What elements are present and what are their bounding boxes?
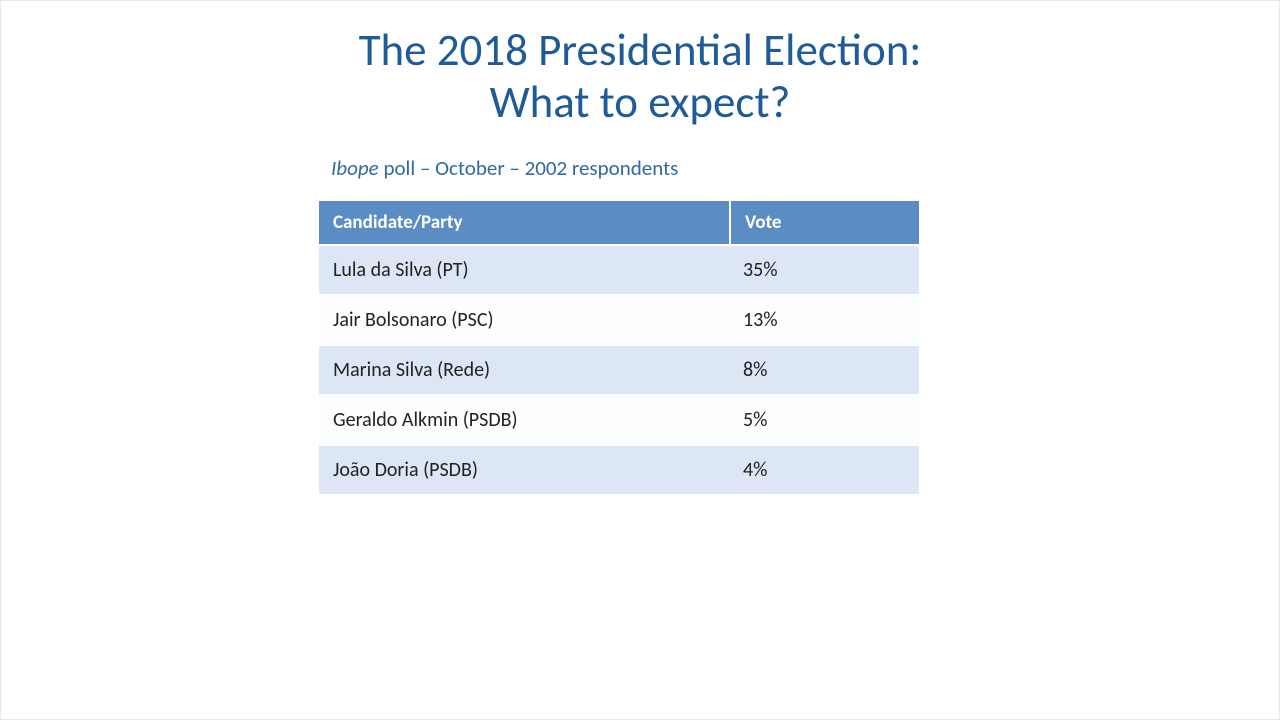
- cell-vote: 4%: [729, 446, 919, 494]
- table-row: João Doria (PSDB) 4%: [319, 446, 919, 494]
- subtitle-rest: poll – October – 2002 respondents: [379, 155, 679, 181]
- cell-vote: 8%: [729, 346, 919, 394]
- table-header-vote: Vote: [729, 201, 919, 244]
- slide-subtitle: Ibope poll – October – 2002 respondents: [331, 155, 1279, 181]
- table-row: Lula da Silva (PT) 35%: [319, 246, 919, 294]
- slide-title: The 2018 Presidential Election: What to …: [1, 25, 1279, 129]
- table-row: Jair Bolsonaro (PSC) 13%: [319, 296, 919, 344]
- subtitle-italic: Ibope: [331, 155, 379, 181]
- cell-candidate: Geraldo Alkmin (PSDB): [319, 396, 729, 444]
- table-header-row: Candidate/Party Vote: [319, 201, 919, 244]
- cell-vote: 35%: [729, 246, 919, 294]
- poll-table: Candidate/Party Vote Lula da Silva (PT) …: [319, 199, 919, 496]
- cell-candidate: Marina Silva (Rede): [319, 346, 729, 394]
- cell-candidate: João Doria (PSDB): [319, 446, 729, 494]
- table-header-candidate: Candidate/Party: [319, 201, 729, 244]
- cell-vote: 5%: [729, 396, 919, 444]
- table-row: Marina Silva (Rede) 8%: [319, 346, 919, 394]
- slide: The 2018 Presidential Election: What to …: [1, 1, 1279, 719]
- title-line-1: The 2018 Presidential Election:: [359, 23, 922, 78]
- cell-vote: 13%: [729, 296, 919, 344]
- table-row: Geraldo Alkmin (PSDB) 5%: [319, 396, 919, 444]
- cell-candidate: Lula da Silva (PT): [319, 246, 729, 294]
- cell-candidate: Jair Bolsonaro (PSC): [319, 296, 729, 344]
- title-line-2: What to expect?: [490, 75, 791, 130]
